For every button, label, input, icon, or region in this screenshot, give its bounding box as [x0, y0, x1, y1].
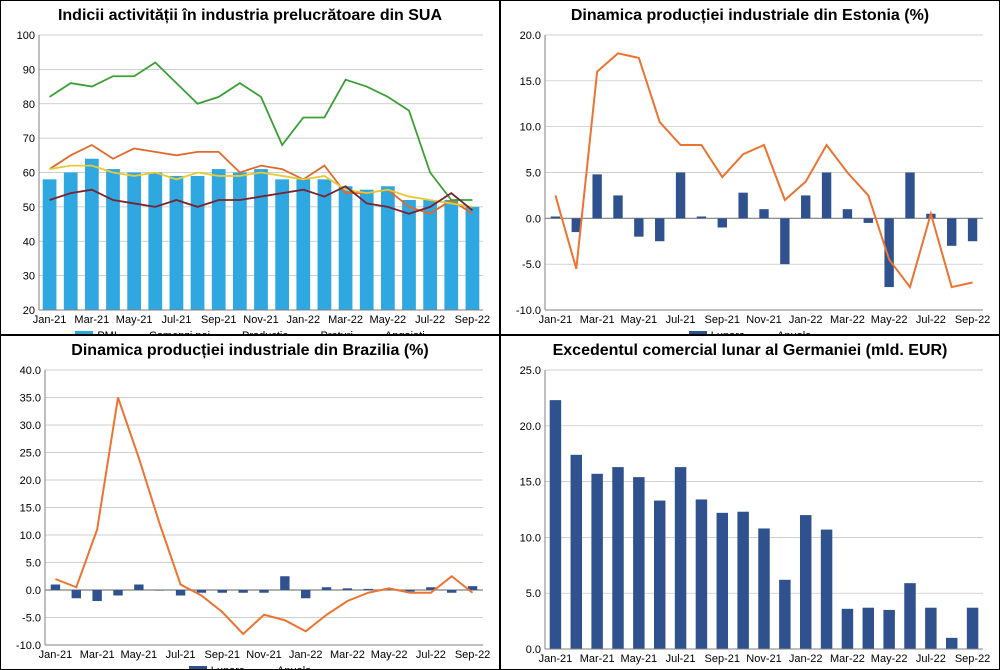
svg-text:May-21: May-21: [621, 314, 658, 326]
svg-text:Jul-21: Jul-21: [161, 314, 191, 326]
svg-text:Mar-21: Mar-21: [580, 653, 615, 665]
svg-text:-5.0: -5.0: [22, 613, 41, 625]
svg-text:Nov-21: Nov-21: [243, 314, 278, 326]
svg-text:May-21: May-21: [121, 649, 158, 661]
svg-text:Sep-22: Sep-22: [955, 653, 990, 665]
svg-text:May-22: May-22: [371, 649, 408, 661]
svg-text:Jan-21: Jan-21: [539, 653, 573, 665]
svg-text:90: 90: [23, 64, 35, 76]
svg-text:Sep-21: Sep-21: [201, 314, 236, 326]
svg-text:Mar-21: Mar-21: [80, 649, 115, 661]
svg-text:Jan-21: Jan-21: [39, 649, 73, 661]
chart-title-usa: Indicii activității în industria prelucr…: [9, 7, 491, 25]
svg-text:Sep-22: Sep-22: [455, 314, 490, 326]
svg-text:Mar-22: Mar-22: [330, 649, 365, 661]
svg-text:Jul-22: Jul-22: [415, 314, 445, 326]
legend-item: Lunara: [189, 665, 245, 670]
chart-area-brazil: -10.0 -5.0 0.0 5.0 10.0 15.0 20.0 25.0 30.0 35.0 4…: [9, 364, 491, 663]
dashboard-grid: Indicii activității în industria prelucr…: [0, 0, 1000, 670]
legend-label: Lunara: [211, 665, 245, 670]
svg-text:35.0: 35.0: [20, 393, 41, 405]
svg-text:Jul-21: Jul-21: [666, 314, 696, 326]
svg-text:Jan-22: Jan-22: [286, 314, 320, 326]
svg-text:Sep-21: Sep-21: [705, 314, 740, 326]
svg-text:Jan-22: Jan-22: [289, 649, 323, 661]
svg-text:May-21: May-21: [116, 314, 153, 326]
legend-swatch: [189, 666, 207, 670]
svg-text:-10.0: -10.0: [16, 640, 41, 652]
svg-text:Jul-22: Jul-22: [916, 653, 946, 665]
chart-area-germany: 0.05.010.015.020.025.0Jan-21Mar-21May-21…: [509, 364, 991, 667]
svg-text:Jan-21: Jan-21: [33, 314, 67, 326]
svg-text:15.0: 15.0: [520, 477, 541, 489]
svg-text:20.0: 20.0: [520, 421, 541, 433]
svg-text:Sep-22: Sep-22: [455, 649, 490, 661]
svg-text:25.0: 25.0: [520, 365, 541, 377]
chart-title-germany: Excedentul comercial lunar al Germaniei …: [509, 342, 991, 360]
svg-text:May-22: May-22: [871, 653, 908, 665]
svg-text:20.0: 20.0: [20, 475, 41, 487]
svg-text:Sep-21: Sep-21: [205, 649, 240, 661]
svg-text:10.0: 10.0: [520, 532, 541, 544]
svg-text:10.0: 10.0: [20, 530, 41, 542]
svg-text:60: 60: [23, 168, 35, 180]
svg-text:Jul-21: Jul-21: [166, 649, 196, 661]
svg-text:0.0: 0.0: [526, 213, 541, 225]
svg-text:Jul-21: Jul-21: [666, 653, 696, 665]
svg-text:100: 100: [17, 30, 35, 42]
legend-estonia: LunaraAnuala: [509, 328, 991, 335]
svg-text:10.0: 10.0: [520, 122, 541, 134]
svg-text:Sep-22: Sep-22: [955, 314, 990, 326]
panel-usa: Indicii activității în industria prelucr…: [0, 0, 500, 335]
svg-text:Jul-22: Jul-22: [916, 314, 946, 326]
svg-text:Nov-21: Nov-21: [246, 649, 281, 661]
svg-text:50: 50: [23, 202, 35, 214]
svg-text:Mar-22: Mar-22: [830, 653, 865, 665]
svg-text:Mar-22: Mar-22: [328, 314, 363, 326]
svg-text:30: 30: [23, 271, 35, 283]
svg-text:Mar-21: Mar-21: [580, 314, 615, 326]
panel-brazil: Dinamica producției industriale din Braz…: [0, 335, 500, 670]
chart-title-estonia: Dinamica producției industriale din Esto…: [509, 7, 991, 25]
svg-text:5.0: 5.0: [26, 558, 41, 570]
legend-item: Anuala: [255, 665, 311, 670]
svg-text:May-22: May-22: [370, 314, 407, 326]
legend-label: Anuala: [277, 665, 311, 670]
chart-title-brazil: Dinamica producției industriale din Braz…: [9, 342, 491, 360]
svg-text:20.0: 20.0: [520, 30, 541, 42]
svg-text:Jan-22: Jan-22: [789, 653, 823, 665]
svg-text:15.0: 15.0: [20, 503, 41, 515]
panel-estonia: Dinamica producției industriale din Esto…: [500, 0, 1000, 335]
svg-text:Nov-21: Nov-21: [746, 314, 781, 326]
chart-area-estonia: -10.0 -5.0 0.0 5.0 10.0 15.0 20.0 Jan-21 Mar-21 M…: [509, 29, 991, 328]
svg-text:Mar-21: Mar-21: [74, 314, 109, 326]
legend-usa: PMIComenzi noiProductiePreturiAngajati: [9, 328, 491, 335]
svg-text:0.0: 0.0: [26, 585, 41, 597]
legend-brazil: Lunara Anuala: [9, 663, 491, 670]
svg-text:40: 40: [23, 236, 35, 248]
svg-text:Jul-22: Jul-22: [416, 649, 446, 661]
svg-text:Sep-21: Sep-21: [705, 653, 740, 665]
svg-text:May-22: May-22: [871, 314, 908, 326]
svg-text:Mar-22: Mar-22: [830, 314, 865, 326]
svg-text:-10.0: -10.0: [516, 305, 541, 317]
svg-text:25.0: 25.0: [20, 448, 41, 460]
svg-text:Jan-21: Jan-21: [539, 314, 573, 326]
svg-text:15.0: 15.0: [520, 76, 541, 88]
svg-text:40.0: 40.0: [20, 365, 41, 377]
svg-text:30.0: 30.0: [20, 420, 41, 432]
svg-text:-5.0: -5.0: [522, 259, 541, 271]
svg-text:Nov-21: Nov-21: [746, 653, 781, 665]
svg-text:May-21: May-21: [621, 653, 658, 665]
svg-text:70: 70: [23, 133, 35, 145]
svg-text:5.0: 5.0: [526, 588, 541, 600]
svg-text:Jan-22: Jan-22: [789, 314, 823, 326]
svg-text:5.0: 5.0: [526, 168, 541, 180]
chart-area-usa: 2030405060708090100Jan-21Mar-21May-21Jul…: [9, 29, 491, 328]
panel-germany: Excedentul comercial lunar al Germaniei …: [500, 335, 1000, 670]
svg-text:80: 80: [23, 99, 35, 111]
